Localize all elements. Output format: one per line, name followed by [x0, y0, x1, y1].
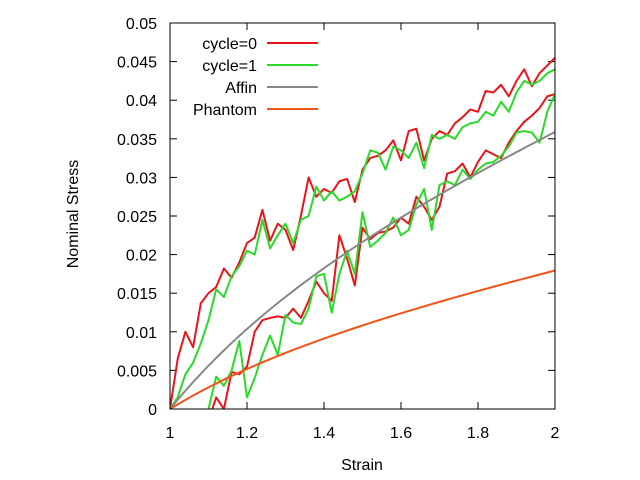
series-line-cycle-0-branch-2 — [211, 93, 555, 409]
series-layer — [170, 57, 555, 409]
legend-label-cycle-1: cycle=1 — [202, 58, 257, 75]
y-tick-label: 0.03 — [126, 170, 157, 187]
tick-labels: 1 1.2 1.4 1.6 1.8 2 0 0.005 0.01 0.015 0.02 0.025 0.… — [117, 16, 560, 442]
x-tick-label: 1 — [166, 425, 175, 442]
y-tick-label: 0.035 — [117, 132, 157, 149]
y-tick-label: 0.04 — [126, 93, 157, 110]
legend-label-phantom: Phantom — [193, 102, 257, 119]
series-line-cycle-1-branch-2 — [207, 93, 555, 409]
y-tick-label: 0.015 — [117, 286, 157, 303]
y-tick-label: 0.005 — [117, 363, 157, 380]
x-tick-label: 1.6 — [390, 425, 412, 442]
x-axis-title: Strain — [341, 457, 383, 474]
y-tick-label: 0.025 — [117, 209, 157, 226]
legend: cycle=0 cycle=1 Affin Phantom — [193, 36, 318, 119]
x-tick-label: 1.4 — [313, 425, 335, 442]
x-tick-label: 1.2 — [236, 425, 258, 442]
y-tick-label: 0.05 — [126, 16, 157, 33]
x-tick-label: 2 — [551, 425, 560, 442]
series-line-phantom — [170, 269, 555, 409]
series-line-cycle-1-branch-1 — [170, 68, 555, 409]
y-tick-label: 0.02 — [126, 248, 157, 265]
x-tick-label: 1.8 — [467, 425, 489, 442]
y-tick-label: 0.045 — [117, 55, 157, 72]
legend-label-cycle-0: cycle=0 — [202, 36, 257, 53]
legend-label-affin: Affin — [225, 80, 257, 97]
y-tick-label: 0.01 — [126, 325, 157, 342]
y-tick-label: 0 — [148, 402, 157, 419]
series-line-affin — [170, 131, 555, 409]
plot-frame — [169, 22, 556, 410]
y-axis-title: Nominal Stress — [65, 160, 82, 268]
